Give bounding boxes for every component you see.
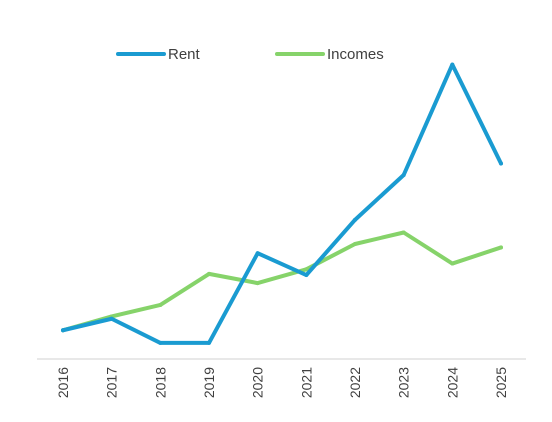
data-point-incomes-2025: [499, 245, 503, 250]
data-point-incomes-2022: [353, 242, 357, 246]
data-point-incomes-2018: [158, 302, 163, 307]
data-point-rent-2023: [401, 173, 406, 177]
data-point-rent-2016: [61, 328, 65, 333]
data-point-rent-2025: [499, 161, 503, 166]
legend-label-incomes: Incomes: [327, 46, 384, 63]
legend: Rent Incomes: [116, 46, 384, 63]
legend-item-rent[interactable]: Rent: [116, 46, 201, 63]
series-line-rent: [61, 62, 503, 345]
data-point-rent-2018: [158, 340, 163, 345]
data-point-incomes-2020: [255, 281, 260, 286]
series-layer: [61, 62, 503, 345]
x-tick-label-2020: 2020: [250, 367, 266, 398]
data-point-rent-2022: [353, 217, 357, 222]
data-point-rent-2024: [450, 62, 455, 67]
x-tick-label-2022: 2022: [347, 367, 363, 398]
series-line-incomes: [61, 230, 503, 333]
x-tick-label-2023: 2023: [396, 367, 412, 398]
x-tick-label-2016: 2016: [55, 367, 71, 398]
data-point-rent-2017: [109, 316, 114, 321]
data-point-rent-2019: [207, 340, 211, 345]
legend-item-incomes[interactable]: Incomes: [275, 46, 384, 63]
x-tick-label-2021: 2021: [298, 367, 314, 398]
series-rent: [61, 62, 503, 345]
x-axis-ticks: 2016 2017 2018 2019 2020 2021 2022 2023 2024 2025: [55, 367, 509, 398]
series-incomes: [61, 230, 503, 333]
data-point-incomes-2019: [207, 271, 211, 276]
data-point-incomes-2023: [401, 230, 406, 235]
x-tick-label-2018: 2018: [152, 367, 168, 398]
data-point-incomes-2024: [450, 261, 455, 266]
x-tick-label-2024: 2024: [444, 367, 460, 398]
legend-label-rent: Rent: [168, 46, 201, 63]
data-point-incomes-2021: [304, 267, 309, 272]
data-point-rent-2020: [255, 251, 260, 256]
data-point-rent-2021: [304, 273, 309, 278]
x-tick-label-2025: 2025: [493, 367, 509, 398]
x-tick-label-2019: 2019: [201, 367, 217, 398]
x-tick-label-2017: 2017: [104, 367, 120, 398]
